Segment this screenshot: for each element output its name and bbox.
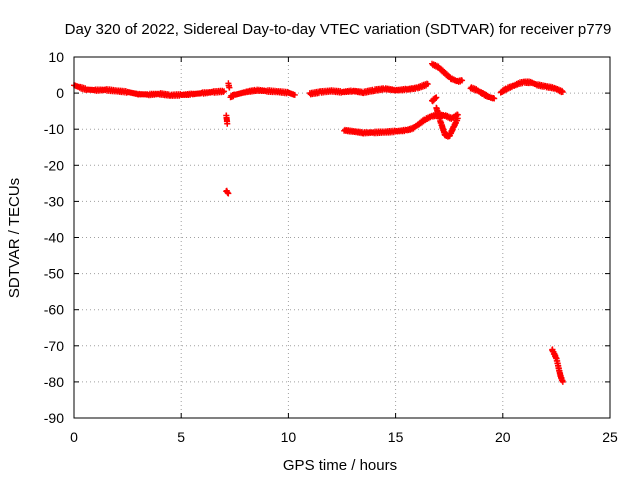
y-tick-label: -20	[44, 157, 64, 173]
data-point-markers	[223, 112, 231, 127]
y-tick-label: -10	[44, 121, 64, 137]
data-point-markers	[429, 94, 440, 105]
data-segment	[429, 60, 466, 85]
data-segment	[433, 104, 461, 140]
data-point-markers	[341, 111, 461, 137]
x-tick-label: 15	[388, 429, 404, 445]
x-tick-label: 10	[281, 429, 297, 445]
data-point-markers	[429, 60, 466, 85]
axis-ticks: 0 5 10 15 20 25 10 0 -10 -20 -30 -40 -50 -60 -70 -80 -90	[44, 49, 618, 445]
data-point-markers	[467, 84, 498, 102]
y-tick-label: -90	[44, 410, 64, 426]
y-tick-label: -70	[44, 338, 64, 354]
x-axis-label: GPS time / hours	[283, 457, 397, 474]
y-tick-label: -40	[44, 230, 64, 246]
data-point-markers	[227, 86, 298, 101]
data-segment	[341, 111, 461, 137]
data-points	[71, 60, 566, 385]
data-point-markers	[433, 104, 461, 140]
x-tick-label: 20	[495, 429, 511, 445]
y-axis-label: SDTVAR / TECUs	[6, 178, 23, 298]
data-segment	[227, 86, 298, 101]
data-segment	[467, 84, 498, 102]
y-tick-label: -30	[44, 193, 64, 209]
data-point-markers	[549, 346, 566, 385]
x-tick-label: 0	[70, 429, 78, 445]
data-point-markers	[225, 80, 233, 91]
y-tick-label: -50	[44, 266, 64, 282]
data-segment	[549, 346, 566, 385]
chart-title: Day 320 of 2022, Sidereal Day-to-day VTE…	[65, 21, 612, 38]
data-point-markers	[497, 78, 566, 96]
data-segment	[497, 78, 566, 96]
data-point-markers	[306, 80, 431, 98]
data-segment	[429, 94, 440, 105]
data-segment	[223, 112, 231, 127]
y-tick-label: -60	[44, 302, 64, 318]
y-tick-label: -80	[44, 374, 64, 390]
x-tick-label: 5	[177, 429, 185, 445]
data-point-markers	[223, 187, 232, 197]
data-segment	[223, 187, 232, 197]
x-tick-label: 25	[602, 429, 618, 445]
y-tick-label: 10	[48, 49, 64, 65]
y-tick-label: 0	[56, 85, 64, 101]
data-segment	[225, 80, 233, 91]
data-segment	[306, 80, 431, 98]
